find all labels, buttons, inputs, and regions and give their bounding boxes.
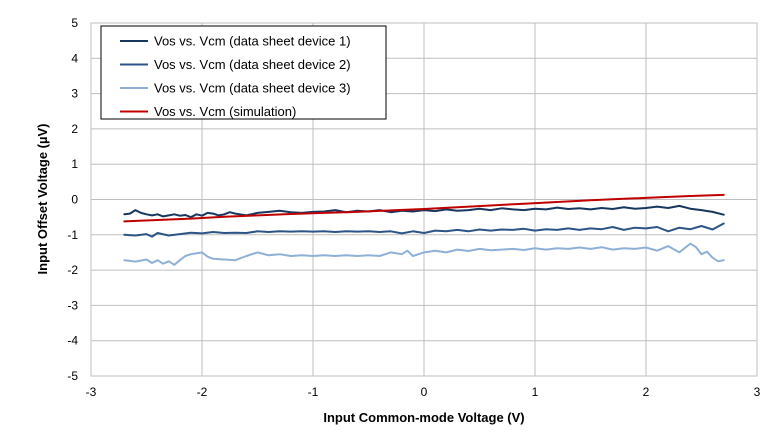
x-tick-label: 2: [643, 385, 650, 399]
series-lines: [123, 193, 725, 266]
x-tick-label: -1: [308, 385, 319, 399]
legend-label-4: Vos vs. Vcm (simulation): [154, 104, 296, 119]
y-tick-label: 2: [71, 122, 78, 136]
x-tick-label: -2: [197, 385, 208, 399]
series-line-3: [123, 242, 725, 266]
y-tick-label: -2: [67, 263, 78, 277]
x-tick-label: 1: [532, 385, 539, 399]
x-tick-label: 0: [421, 385, 428, 399]
gridlines: [90, 22, 758, 377]
legend-label-1: Vos vs. Vcm (data sheet device 1): [154, 34, 351, 49]
y-tick-label: 1: [71, 157, 78, 171]
legend-box: [100, 25, 387, 120]
y-tick-label: 5: [71, 16, 78, 30]
y-tick-label: -4: [67, 334, 78, 348]
y-tick-label: -3: [67, 298, 78, 312]
legend: Vos vs. Vcm (data sheet device 1) Vos vs.…: [100, 25, 387, 120]
plot-area-border: [90, 22, 758, 377]
x-tick-label: -3: [86, 385, 97, 399]
y-tick-label: 0: [71, 193, 78, 207]
y-tick-label: -5: [67, 369, 78, 383]
series-line-2: [123, 222, 725, 238]
x-axis-title: Input Common-mode Voltage (V): [323, 410, 524, 425]
axes: -5 -4 -3 -2 -1 0 1 2 3 4 5 -3 -2 -1 0 1 2 3: [67, 16, 760, 399]
y-tick-label: -1: [67, 228, 78, 242]
y-tick-label: 3: [71, 87, 78, 101]
y-tick-label: 4: [71, 51, 78, 65]
series-line-4: [123, 193, 725, 223]
legend-label-3: Vos vs. Vcm (data sheet device 3): [154, 81, 351, 96]
x-tick-label: 3: [754, 385, 761, 399]
legend-label-2: Vos vs. Vcm (data sheet device 2): [154, 57, 351, 72]
y-axis-title: Input Offset Voltage (µV): [35, 124, 50, 275]
